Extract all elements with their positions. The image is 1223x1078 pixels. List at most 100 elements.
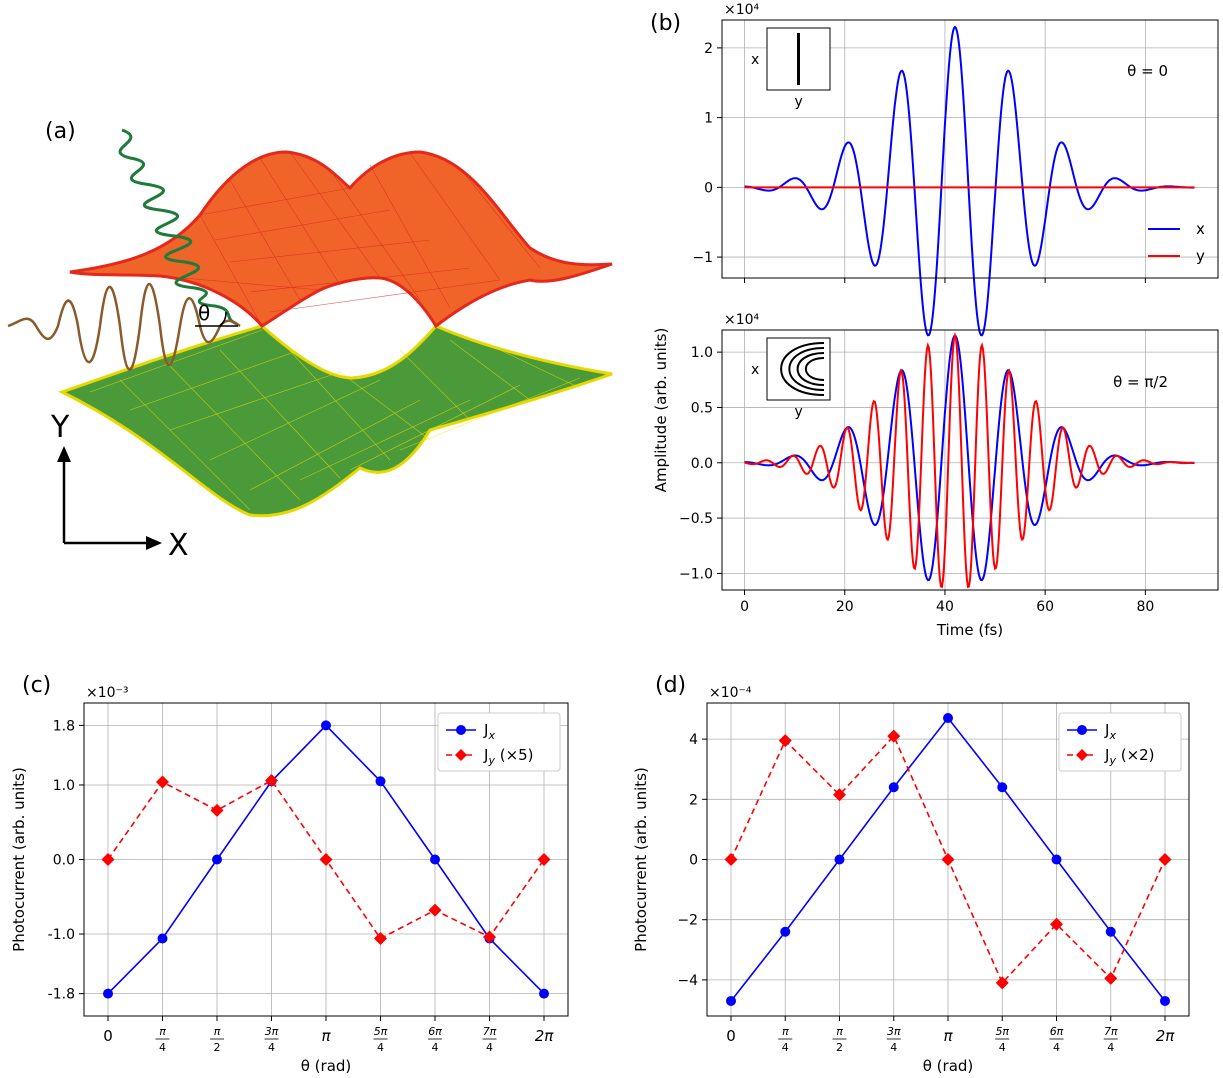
chart-b-bottom: 0 20 40 60 80 −1.0 −0.5 0.0 0.5 1.0 ×10⁴ θ = π/2 x y T… (679, 312, 1219, 639)
y-tick-label: 0 (704, 180, 713, 196)
y-tick-label: 2 (689, 792, 698, 808)
data-point-jy (374, 931, 387, 945)
x-axis-label: Time (fs) (936, 621, 1003, 639)
x-tick-label-num: 3π (265, 1025, 279, 1038)
x-tick-label-den: 4 (782, 1041, 789, 1054)
data-point-jx (888, 782, 899, 793)
chart-d: 0 π 4 π 2 3π 4 π 5π 4 6π 4 7π 4 2π −4 −2 0 2 4 ×10⁻⁴ θ (rad) P… (632, 685, 1190, 1075)
data-point-jx (943, 713, 953, 724)
data-point-jy (156, 775, 169, 789)
data-point-jy (1104, 971, 1118, 985)
x-tick-label-den: 4 (486, 1041, 493, 1054)
x-axis-label: X (168, 528, 189, 563)
x-tick-label-num: 6π (1050, 1025, 1064, 1038)
legend-box (437, 712, 561, 772)
y-tick-label: −1.0 (679, 566, 713, 582)
x-tick-label-num: π (159, 1025, 166, 1038)
data-point-jx (726, 995, 736, 1006)
panel-b: (b) Amplitude (arb. units) −1 0 1 2 ×10⁴ θ = … (650, 2, 1219, 639)
legend-box (1058, 712, 1182, 772)
inset-trace (805, 357, 825, 381)
annotation: θ = 0 (1127, 62, 1168, 80)
x-tick-label: 40 (936, 599, 954, 615)
plot-frame (721, 19, 1219, 279)
x-tick-label: 0 (726, 1027, 736, 1045)
panel-label-b: (b) (650, 11, 681, 36)
panel-a: (a) θ Y X (7, 119, 613, 563)
x-tick-label-num: π (214, 1025, 221, 1038)
plot-frame (721, 329, 1219, 591)
upper-band-mesh (159, 151, 541, 327)
panel-label-d: (d) (655, 673, 686, 698)
data-point-jy (1050, 917, 1063, 931)
x-tick-label-num: 5π (995, 1025, 1009, 1038)
data-point-jy (724, 853, 738, 866)
x-tick-label-den: 4 (890, 1041, 897, 1054)
legend-marker (456, 725, 466, 735)
y-tick-label: −4 (677, 973, 698, 989)
series-line-y (744, 331, 1195, 589)
inset-y-label: y (795, 404, 803, 420)
x-tick-label: 2π (1156, 1027, 1176, 1045)
y-tick-label: 0.0 (53, 853, 75, 869)
multiplier-label: ×10⁻⁴ (709, 685, 752, 701)
panel-c: (c) 0 π 4 π 2 3π 4 π 5π 4 6π 4 7π 4 2π -1.8 -1.0 0.0 1.0 1.… (10, 673, 569, 1075)
x-tick-label: 80 (1136, 599, 1154, 615)
multiplier-label: ×10⁻³ (86, 685, 129, 701)
data-point-jx (780, 926, 791, 937)
x-axis-label: θ (rad) (923, 1057, 974, 1075)
x-tick-label: 0 (740, 599, 749, 615)
data-point-jy (483, 930, 496, 944)
data-point-jx (375, 776, 386, 787)
y-tick-label: 0.5 (691, 400, 713, 416)
inset-trace (780, 342, 825, 396)
y-tick-label: −2 (677, 913, 698, 929)
x-tick-label-den: 4 (159, 1041, 166, 1054)
y-axis-label: Y (50, 410, 70, 445)
x-tick-label-den: 4 (1107, 1041, 1114, 1054)
x-tick-label-num: 7π (1104, 1025, 1118, 1038)
multiplier-label: ×10⁴ (724, 2, 760, 18)
legend-label: Jx (1104, 721, 1116, 742)
x-axis-label: θ (rad) (301, 1057, 352, 1075)
y-tick-label: −1 (692, 250, 713, 266)
x-tick-label-den: 4 (432, 1041, 439, 1054)
legend-marker (1077, 725, 1087, 735)
data-point-jx (430, 854, 440, 865)
legend-label: Jy (×5) (483, 746, 534, 767)
data-point-jx (1105, 926, 1116, 937)
brown-wave (7, 283, 241, 371)
green-wave (118, 128, 238, 326)
y-tick-label: -1.0 (48, 927, 75, 943)
x-tick-label-num: 6π (428, 1025, 442, 1038)
x-tick-label-den: 4 (1053, 1041, 1060, 1054)
y-tick-label: 1.0 (691, 345, 713, 361)
multiplier-label: ×10⁴ (724, 312, 760, 328)
x-tick-label: 60 (1036, 599, 1054, 615)
data-point-jy (101, 853, 115, 866)
y-tick-label: 0 (689, 853, 698, 869)
y-tick-label: 1 (704, 111, 713, 127)
y-tick-label: 1.0 (53, 778, 75, 794)
panel-d: (d) 0 π 4 π 2 3π 4 π 5π 4 6π 4 7π 4 2π −4 −2 0 2 4 ×10⁻⁴ θ (r… (632, 673, 1190, 1075)
inset-trace (788, 347, 825, 391)
data-point-jy (537, 853, 551, 866)
data-point-jx (539, 988, 549, 999)
data-point-jy (265, 774, 278, 788)
x-tick-label: π (321, 1027, 331, 1045)
x-tick-label-num: 3π (887, 1025, 901, 1038)
legend-label: Jy (×2) (1104, 746, 1155, 767)
data-point-jy (833, 788, 846, 802)
series-line-x (744, 25, 1195, 337)
chart-c: 0 π 4 π 2 3π 4 π 5π 4 6π 4 7π 4 2π -1.8 -1.0 0.0 1.0 1.8 ×10… (10, 685, 569, 1075)
data-point-jy (210, 803, 224, 817)
x-tick-label: π (943, 1027, 953, 1045)
theta-arc (219, 311, 227, 327)
y-tick-label: 2 (704, 41, 713, 57)
panel-label-a: (a) (45, 119, 76, 144)
x-tick-label-den: 4 (268, 1041, 275, 1054)
x-tick-label: 2π (535, 1027, 555, 1045)
y-axis-label: Photocurrent (arb. units) (10, 767, 28, 952)
